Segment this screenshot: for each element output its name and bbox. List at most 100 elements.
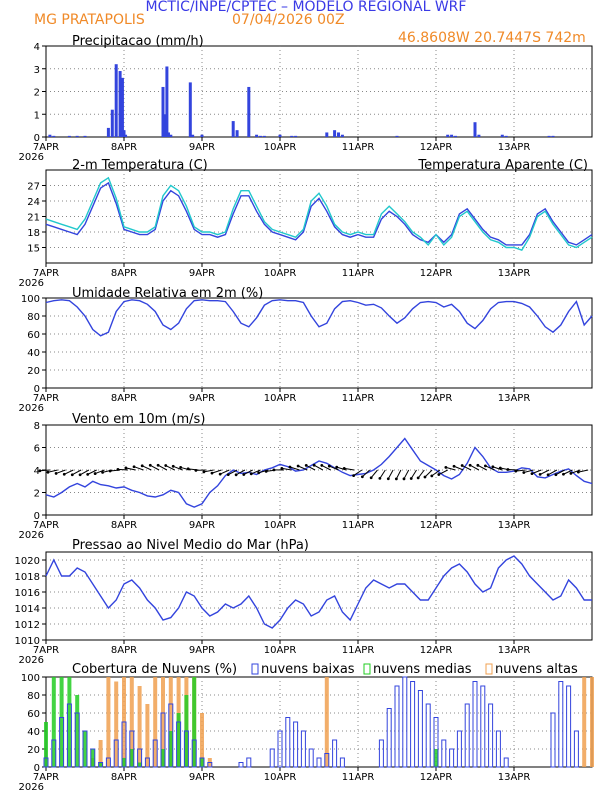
clouds-ytick-label: 20: [27, 745, 40, 756]
precip-bar: [504, 135, 508, 137]
precip-bar: [255, 134, 259, 137]
slp-title: Pressao ao Nivel Medio do Mar (hPa): [72, 538, 309, 553]
wind-arrow: [403, 469, 410, 480]
wind-arrowhead: [179, 466, 183, 469]
wind-arrowhead: [257, 471, 261, 475]
cloud-bar-nuvens-baixas: [59, 717, 65, 768]
cloud-bar-nuvens-medias: [200, 758, 204, 767]
wind-arrow: [477, 464, 487, 471]
cloud-bar-nuvens-baixas: [566, 685, 572, 768]
wind-arrow: [173, 465, 183, 471]
run-date-label: 07/04/2026 00Z: [232, 12, 345, 28]
clouds-ytick-label: 40: [27, 727, 40, 738]
temp-xtick-label: 13APR: [498, 268, 531, 279]
cloud-bar-nuvens-medias: [44, 722, 48, 767]
clouds-year-label: 2026: [19, 782, 44, 792]
rh-xtick-label: 10APR: [264, 393, 297, 404]
cloud-legend-swatch: [363, 663, 371, 675]
wind-arrow: [305, 464, 316, 471]
cloud-bar-nuvens-altas: [153, 677, 158, 767]
precip-xtick-label: 12APR: [420, 142, 453, 153]
wind-arrowhead: [538, 472, 542, 476]
wind-arrowhead: [569, 471, 573, 475]
wind-arrowhead: [452, 464, 456, 468]
wind-arrowhead: [86, 472, 90, 476]
temp-title: 2-m Temperatura (C): [72, 158, 208, 173]
wind-arrowhead: [546, 473, 550, 477]
wind-arrowhead: [437, 473, 441, 476]
precip-bar: [454, 135, 457, 137]
wind-arrow: [329, 465, 339, 471]
cloud-bar-nuvens-medias: [75, 695, 80, 767]
cloud-bar-nuvens-baixas: [105, 757, 111, 768]
cloud-bar-nuvens-altas: [161, 677, 165, 767]
precip-bar: [114, 64, 118, 137]
cloud-bar-nuvens-medias: [129, 749, 134, 767]
wind-line-0: [45, 437, 593, 508]
slp-panel: [42, 551, 593, 644]
cloud-bar-nuvens-altas: [200, 713, 204, 767]
wind-arrow: [297, 465, 308, 471]
wind-arrowhead: [430, 474, 434, 478]
cloud-bar-nuvens-medias: [98, 762, 103, 767]
wind-arrowhead: [409, 477, 413, 480]
cloud-bar-nuvens-baixas: [503, 757, 509, 768]
slp-xtick-label: 7APR: [33, 645, 59, 656]
cloud-bar-nuvens-baixas: [285, 717, 291, 768]
precip-bar: [83, 135, 87, 137]
wind-arrowhead: [498, 466, 502, 470]
cloud-bar-nuvens-altas: [129, 677, 134, 767]
wind-arrowhead: [320, 464, 324, 467]
precip-ytick-label: 1: [34, 110, 40, 121]
wind-xtick-label: 9APR: [189, 520, 215, 531]
clouds-xtick-label: 8APR: [111, 772, 137, 783]
slp-xtick-label: 13APR: [498, 645, 531, 656]
wind-arrowhead: [530, 472, 534, 476]
cloud-bar-nuvens-baixas: [176, 721, 182, 768]
wind-arrowhead: [342, 467, 346, 470]
rh-panel: [42, 297, 593, 392]
slp-xtick-label: 9APR: [189, 645, 215, 656]
wind-arrowhead: [522, 471, 526, 474]
cloud-bar-nuvens-altas: [582, 677, 587, 767]
rh-xtick-label: 11APR: [342, 393, 375, 404]
precip-bar: [340, 134, 344, 137]
cloud-bar-nuvens-baixas: [441, 739, 447, 768]
slp-xtick-label: 8APR: [111, 645, 137, 656]
wind-arrowhead: [140, 464, 144, 468]
slp-frame: [45, 551, 593, 641]
wind-arrow: [243, 469, 253, 475]
wind-ytick-label: 0: [34, 511, 40, 522]
precip-bar: [110, 109, 114, 137]
wind-arrow: [395, 469, 402, 480]
rh-ytick-label: 80: [27, 312, 40, 323]
cloud-bar-nuvens-altas: [590, 677, 594, 767]
wind-arrowhead: [562, 472, 565, 476]
slp-ytick-label: 1018: [15, 572, 40, 583]
precip-xtick-label: 10APR: [264, 142, 297, 153]
wind-arrowhead: [423, 475, 427, 479]
clouds-ytick-label: 100: [21, 673, 40, 684]
cloud-bar-nuvens-baixas: [43, 757, 49, 768]
wind-arrowhead: [78, 473, 82, 477]
cloud-bar-nuvens-baixas: [246, 757, 252, 768]
temp-year-label: 2026: [19, 278, 44, 289]
wind-arrowhead: [124, 466, 128, 470]
wind-arrowhead: [360, 475, 364, 479]
wind-arrow: [387, 469, 394, 480]
precip-xtick-label: 7APR: [33, 142, 59, 153]
precip-bar: [473, 122, 477, 137]
coords-label: 46.8608W 20.7447S 742m: [398, 30, 586, 46]
precip-xtick-label: 13APR: [498, 142, 531, 153]
wind-arrowhead: [327, 464, 331, 468]
wind-arrowhead: [369, 476, 373, 480]
precip-xtick-label: 11APR: [342, 142, 375, 153]
precip-bar: [325, 132, 329, 137]
temp-ytick-label: 21: [27, 213, 40, 224]
wind-arrow: [461, 465, 472, 471]
wind-arrowhead: [576, 470, 580, 474]
rh-line-0: [45, 299, 593, 337]
precip-bar: [166, 132, 170, 137]
wind-arrowhead: [483, 464, 487, 468]
wind-arrow: [87, 469, 97, 475]
